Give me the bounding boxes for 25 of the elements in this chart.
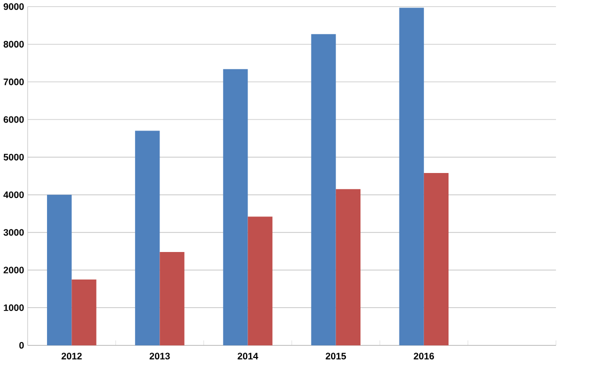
y-tick-label: 5000: [4, 154, 24, 161]
x-tick-label: 2013: [150, 352, 170, 360]
y-tick-label: 6000: [4, 116, 24, 123]
x-tick-label: 2016: [414, 352, 434, 360]
bar: [399, 8, 424, 346]
bar: [160, 252, 184, 346]
x-tick-label: 2014: [238, 352, 258, 360]
bar: [248, 216, 272, 346]
bar: [135, 130, 160, 346]
y-tick-label: 0: [19, 342, 24, 349]
y-tick-label: 2000: [4, 266, 24, 274]
x-tick-label: 2012: [62, 352, 82, 360]
bar: [311, 34, 336, 346]
y-tick-label: 9000: [4, 3, 24, 10]
y-tick-label: 8000: [4, 40, 24, 48]
y-tick-label: 7000: [4, 78, 24, 86]
y-tick-label: 3000: [4, 229, 24, 236]
bar: [424, 172, 449, 346]
bar: [72, 279, 96, 346]
y-tick-label: 4000: [3, 191, 24, 198]
y-tick-label: 1000: [4, 304, 24, 312]
bar: [223, 69, 248, 346]
x-tick-label: 2015: [326, 352, 346, 360]
bar: [336, 189, 360, 346]
bar: [47, 194, 72, 346]
